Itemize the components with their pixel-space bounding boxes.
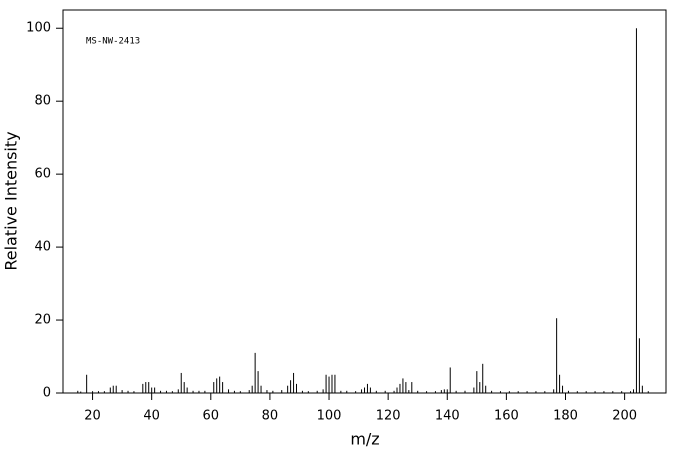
x-axis-label: m/z: [350, 430, 379, 449]
y-tick-label: 80: [34, 94, 51, 109]
x-tick-label: 180: [553, 409, 578, 424]
y-tick-label: 20: [34, 313, 51, 328]
x-tick-label: 100: [317, 409, 342, 424]
y-tick-label: 100: [26, 21, 51, 36]
annotation: MS-NW-2413: [86, 37, 140, 47]
y-tick-label: 60: [34, 167, 51, 182]
y-axis-label: Relative Intensity: [2, 131, 21, 270]
x-tick-label: 20: [84, 409, 101, 424]
x-tick-label: 40: [143, 409, 160, 424]
x-tick-label: 140: [435, 409, 460, 424]
x-tick-label: 80: [262, 409, 279, 424]
y-tick-label: 0: [43, 386, 51, 401]
x-tick-label: 120: [376, 409, 401, 424]
x-tick-label: 200: [612, 409, 637, 424]
plot-frame: [62, 9, 667, 394]
y-tick-label: 40: [34, 240, 51, 255]
x-tick-label: 60: [203, 409, 220, 424]
x-tick-label: 160: [494, 409, 519, 424]
